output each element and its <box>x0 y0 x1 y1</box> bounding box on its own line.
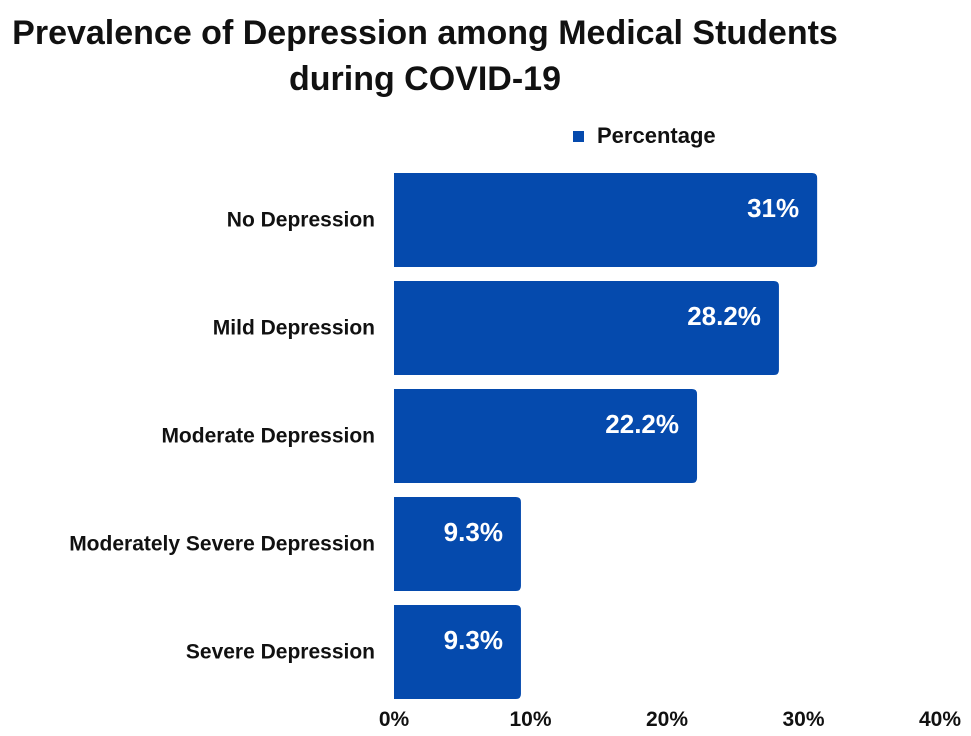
x-tick-label: 0% <box>379 708 410 731</box>
bar-severe-depression <box>394 605 521 699</box>
category-label: Moderate Depression <box>161 425 375 448</box>
x-tick-label: 20% <box>646 708 688 731</box>
bar-moderately-severe-depression <box>394 497 521 591</box>
value-label: 22.2% <box>605 409 679 439</box>
x-tick-label: 30% <box>782 708 824 731</box>
x-tick-label: 10% <box>509 708 551 731</box>
value-labels: 31% 28.2% 22.2% 9.3% 9.3% <box>444 193 799 655</box>
x-tick-label: 40% <box>919 708 961 731</box>
chart-title: Prevalence of Depression among Medical S… <box>12 14 838 98</box>
legend: Percentage <box>573 123 716 149</box>
bars-group <box>394 173 818 699</box>
category-label: Moderately Severe Depression <box>69 533 375 556</box>
bar-moderate-depression <box>394 389 698 483</box>
category-label: Mild Depression <box>213 317 375 340</box>
bar-mild-depression <box>394 281 779 375</box>
category-labels: No Depression Mild Depression Moderate Dep… <box>69 209 375 664</box>
legend-swatch <box>573 130 584 142</box>
legend-label: Percentage <box>597 123 716 148</box>
x-axis-ticks: 0% 10% 20% 30% 40% <box>379 708 962 731</box>
value-label: 9.3% <box>444 517 503 547</box>
value-label: 31% <box>747 193 799 223</box>
bar-no-depression <box>394 173 818 267</box>
value-label: 28.2% <box>687 301 761 331</box>
value-label: 9.3% <box>444 625 503 655</box>
category-label: Severe Depression <box>186 641 375 664</box>
category-label: No Depression <box>227 209 375 232</box>
